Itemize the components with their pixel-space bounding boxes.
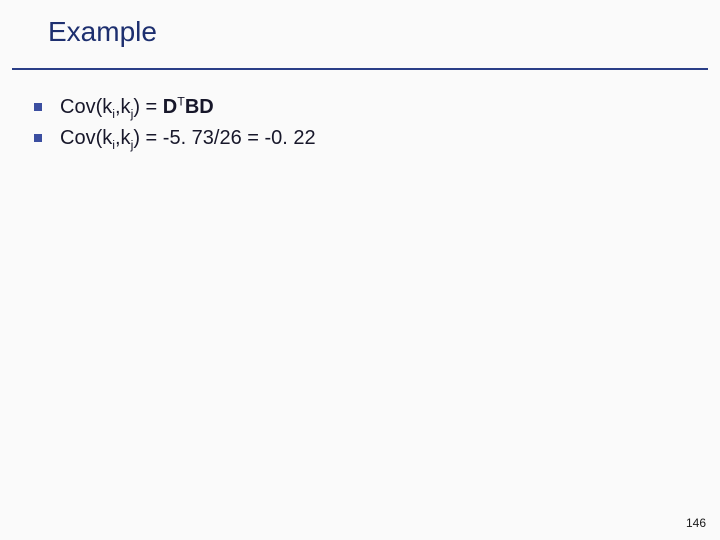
- square-bullet-icon: [34, 103, 42, 111]
- slide: Example Cov(ki,kj) = DTBD Cov(ki,kj) = -…: [0, 0, 720, 540]
- bullet-item: Cov(ki,kj) = -5. 73/26 = -0. 22: [34, 125, 680, 152]
- square-bullet-icon: [34, 134, 42, 142]
- bullet-text: Cov(ki,kj) = DTBD: [60, 94, 214, 121]
- title-divider: [12, 68, 708, 70]
- bullet-item: Cov(ki,kj) = DTBD: [34, 94, 680, 121]
- bullet-text: Cov(ki,kj) = -5. 73/26 = -0. 22: [60, 125, 316, 152]
- page-number: 146: [686, 516, 706, 530]
- slide-title: Example: [48, 16, 157, 48]
- bullet-list: Cov(ki,kj) = DTBD Cov(ki,kj) = -5. 73/26…: [34, 94, 680, 156]
